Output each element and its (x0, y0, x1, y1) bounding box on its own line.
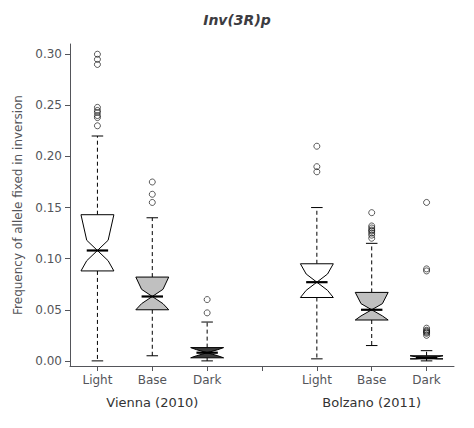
svg-text:Vienna (2010): Vienna (2010) (106, 395, 198, 410)
svg-text:Base: Base (138, 373, 167, 387)
svg-text:Frequency of allele fixed in i: Frequency of allele fixed in inversion (11, 95, 25, 315)
svg-text:0.25: 0.25 (35, 98, 62, 112)
svg-text:0.05: 0.05 (35, 303, 62, 317)
svg-text:0.00: 0.00 (35, 354, 62, 368)
svg-text:Light: Light (82, 373, 112, 387)
svg-text:Dark: Dark (412, 373, 441, 387)
svg-text:0.30: 0.30 (35, 47, 62, 61)
svg-text:0.15: 0.15 (35, 201, 62, 215)
svg-text:0.20: 0.20 (35, 149, 62, 163)
svg-text:0.10: 0.10 (35, 252, 62, 266)
svg-text:Inv(3R)p: Inv(3R)p (203, 12, 271, 28)
svg-text:Dark: Dark (193, 373, 222, 387)
svg-text:Light: Light (302, 373, 332, 387)
svg-text:Bolzano (2011): Bolzano (2011) (322, 395, 421, 410)
svg-text:Base: Base (357, 373, 386, 387)
